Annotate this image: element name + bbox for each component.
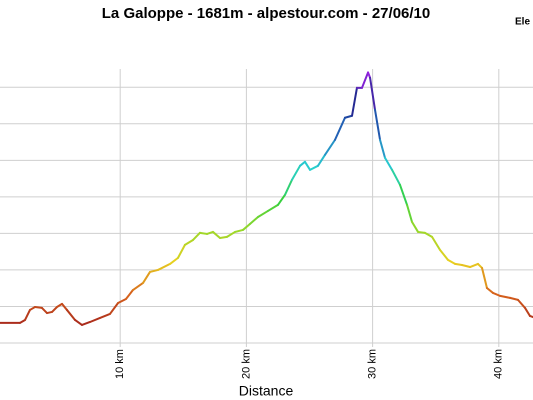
elevation-segment (117, 297, 128, 304)
elevation-segment (108, 301, 120, 315)
elevation-segment (157, 262, 172, 271)
plot-area (0, 71, 533, 326)
elevation-segment (351, 86, 358, 117)
elevation-segment (373, 108, 382, 141)
elevation-segment (198, 231, 209, 235)
elevation-segment (333, 116, 346, 141)
elevation-segment (225, 230, 237, 238)
elevation-segment (34, 306, 43, 309)
elevation-segment (290, 164, 302, 181)
elevation-segment (99, 312, 111, 319)
elevation-segment (369, 76, 376, 111)
elevation-segment (74, 318, 83, 326)
elevation-segment (257, 209, 269, 218)
elevation-segment (383, 156, 394, 171)
elevation-segment (266, 203, 279, 212)
elevation-segment (241, 222, 252, 231)
elevation-segment (183, 238, 195, 246)
elevation-segment (211, 230, 222, 239)
elevation-segment (24, 308, 31, 321)
elevation-segment (61, 302, 68, 311)
elevation-segment (148, 268, 160, 273)
elevation-segment (142, 270, 151, 284)
grid (0, 69, 533, 347)
elevation-segment (219, 235, 228, 239)
elevation-segment (309, 164, 319, 171)
x-tick-label: 40 km (493, 349, 505, 379)
elevation-segment (469, 262, 479, 269)
x-tick-label: 10 km (114, 349, 126, 379)
elevation-segment (299, 160, 306, 167)
elevation-segment (324, 138, 336, 156)
elevation-segment (423, 231, 434, 238)
elevation-segment (206, 230, 214, 235)
elevation-segment (249, 215, 260, 225)
elevation-segment (406, 203, 413, 223)
elevation-segment (176, 243, 186, 259)
elevation-segment (316, 153, 327, 167)
elevation-segment (438, 248, 449, 261)
elevation-segment (40, 306, 49, 315)
chart-title: La Galoppe - 1681m - alpestour.com - 27/… (102, 5, 430, 22)
elevation-segment (276, 193, 287, 206)
elevation-segment (509, 296, 519, 301)
elevation-segment (89, 316, 102, 323)
elevation-segment (417, 230, 426, 234)
elevation-segment (343, 114, 354, 119)
elevation-segment (284, 178, 293, 196)
elevation-segment (398, 183, 409, 206)
elevation-segment (410, 220, 420, 233)
elevation-segment (528, 314, 533, 319)
elevation-segment (454, 262, 463, 267)
elevation-segment (125, 289, 134, 300)
elevation-segment (303, 160, 312, 171)
elevation-segment (65, 308, 77, 321)
x-axis-label: Distance (239, 383, 294, 399)
elevation-segment (80, 320, 92, 326)
elevation-segment (499, 294, 512, 299)
elevation-segment (481, 266, 488, 290)
elevation-segment (234, 228, 244, 233)
elevation-segment (391, 168, 401, 186)
legend-title: Ele (515, 17, 530, 28)
tick-labels: 10 km 20 km 30 km 40 km (114, 349, 505, 379)
elevation-segment (360, 71, 370, 89)
elevation-segment (51, 306, 58, 313)
elevation-segment (446, 258, 457, 265)
elevation-segment (491, 291, 502, 297)
elevation-segment (379, 138, 386, 159)
elevation-segment (192, 231, 201, 241)
x-tick-label: 20 km (240, 349, 252, 379)
elevation-segment (516, 298, 527, 309)
elevation-segment (131, 281, 145, 292)
elevation-segment (431, 235, 441, 251)
elevation-segment (485, 287, 494, 294)
x-tick-label: 30 km (367, 349, 379, 379)
elevation-segment (460, 264, 472, 269)
elevation-segment (524, 306, 531, 317)
elevation-segment (169, 256, 179, 265)
